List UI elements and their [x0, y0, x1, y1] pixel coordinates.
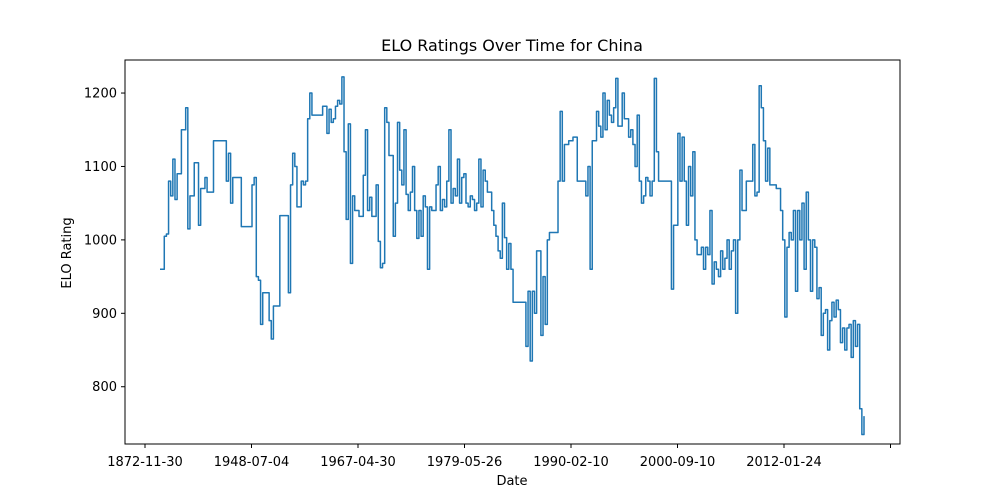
elo-series-line	[160, 76, 865, 436]
x-tick-label: 2012-01-24	[746, 455, 822, 470]
x-tick-label: 1967-04-30	[320, 455, 396, 470]
y-tick-label: 1200	[84, 87, 117, 102]
x-tick-label: 1872-11-30	[107, 455, 183, 470]
plot-frame	[124, 59, 901, 445]
y-tick-label: 1100	[84, 160, 117, 175]
x-tick-label: 1948-07-04	[214, 455, 290, 470]
x-axis-ticks: 1872-11-30 1948-07-04 1967-04-30 1979-05-26…	[107, 444, 891, 470]
y-tick-label: 900	[92, 307, 117, 322]
x-tick-label: 2000-09-10	[640, 455, 716, 470]
y-tick-label: 1000	[84, 233, 117, 248]
y-tick-label: 800	[92, 380, 117, 395]
plot-area	[160, 76, 865, 436]
x-tick-label: 1990-02-10	[533, 455, 609, 470]
x-tick-label: 1979-05-26	[427, 455, 503, 470]
y-axis-ticks: 800 900 1000 1100 1200	[84, 87, 125, 395]
y-axis-label: ELO Rating	[60, 217, 75, 288]
x-axis-label: Date	[496, 474, 527, 489]
chart-title: ELO Ratings Over Time for China	[381, 36, 643, 55]
